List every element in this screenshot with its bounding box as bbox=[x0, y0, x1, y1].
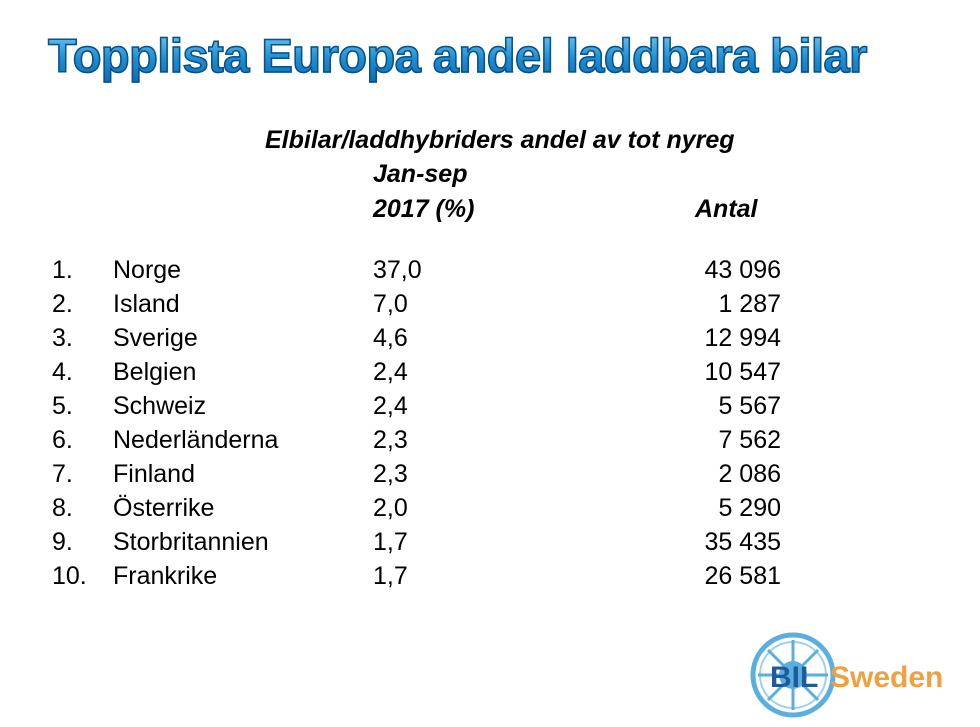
row-4-pct: 2,4 bbox=[373, 358, 408, 386]
row-8-pct: 2,0 bbox=[373, 494, 408, 522]
row-9-country: Storbritannien bbox=[113, 528, 269, 556]
logo-bil-text: BIL bbox=[770, 661, 818, 694]
row-3-antal: 12 994 bbox=[704, 324, 781, 352]
period-label: Jan-sep bbox=[373, 160, 468, 188]
logo-sweden-text: Sweden bbox=[830, 661, 943, 694]
pct-column-header: 2017 (%) bbox=[373, 195, 475, 223]
row-9-antal: 35 435 bbox=[704, 528, 781, 556]
bil-sweden-logo: BIL Sweden bbox=[750, 632, 943, 718]
row-3-rank: 3. bbox=[52, 324, 73, 352]
row-10-rank: 10. bbox=[52, 562, 87, 590]
row-5-rank: 5. bbox=[52, 392, 73, 420]
row-2-pct: 7,0 bbox=[373, 290, 408, 318]
row-3-pct: 4,6 bbox=[373, 324, 408, 352]
row-5-country: Schweiz bbox=[113, 392, 207, 420]
row-6-country: Nederländerna bbox=[113, 426, 279, 454]
row-8-country: Österrike bbox=[113, 494, 215, 522]
row-2-rank: 2. bbox=[52, 290, 73, 318]
row-1-pct: 37,0 bbox=[373, 256, 422, 284]
row-10-antal: 26 581 bbox=[704, 562, 781, 590]
row-4-country: Belgien bbox=[113, 358, 197, 386]
row-2-antal: 1 287 bbox=[718, 290, 781, 318]
row-8-antal: 5 290 bbox=[718, 494, 781, 522]
row-9-rank: 9. bbox=[52, 528, 73, 556]
row-7-antal: 2 086 bbox=[718, 460, 781, 488]
row-5-antal: 5 567 bbox=[718, 392, 781, 420]
row-1-rank: 1. bbox=[52, 256, 73, 284]
row-8-rank: 8. bbox=[52, 494, 73, 522]
row-3-country: Sverige bbox=[113, 324, 198, 352]
row-4-antal: 10 547 bbox=[704, 358, 781, 386]
wheel-icon bbox=[750, 632, 836, 718]
row-1-antal: 43 096 bbox=[704, 256, 781, 284]
row-10-country: Frankrike bbox=[113, 562, 218, 590]
row-1-country: Norge bbox=[113, 256, 182, 284]
row-7-pct: 2,3 bbox=[373, 460, 408, 488]
row-6-rank: 6. bbox=[52, 426, 73, 454]
row-4-rank: 4. bbox=[52, 358, 73, 386]
row-5-pct: 2,4 bbox=[373, 392, 408, 420]
row-6-antal: 7 562 bbox=[718, 426, 781, 454]
row-7-rank: 7. bbox=[52, 460, 73, 488]
slide-title: Topplista Europa andel laddbara bilar bbox=[47, 28, 868, 83]
antal-column-header: Antal bbox=[695, 195, 758, 223]
row-10-pct: 1,7 bbox=[373, 562, 408, 590]
table-caption: Elbilar/laddhybriders andel av tot nyreg bbox=[265, 126, 735, 154]
row-6-pct: 2,3 bbox=[373, 426, 408, 454]
row-7-country: Finland bbox=[113, 460, 195, 488]
row-2-country: Island bbox=[113, 290, 180, 318]
row-9-pct: 1,7 bbox=[373, 528, 408, 556]
